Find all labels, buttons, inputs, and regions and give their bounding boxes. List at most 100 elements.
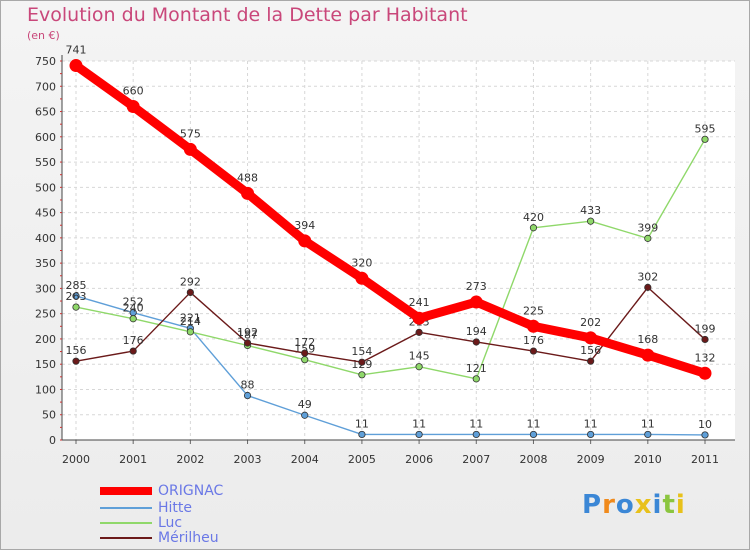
data-point-orignac — [241, 186, 255, 200]
series-line-m-rilheu — [75, 286, 706, 363]
data-label-m-rilheu: 199 — [695, 322, 716, 335]
data-point-luc — [644, 234, 652, 242]
data-label-m-rilheu: 192 — [237, 326, 258, 339]
data-label-m-rilheu: 194 — [466, 325, 487, 338]
y-tick-label: 650 — [35, 106, 56, 119]
data-point-m-rilheu — [644, 283, 652, 291]
data-label-orignac: 660 — [123, 84, 144, 97]
data-point-orignac — [412, 311, 426, 325]
data-label-luc: 240 — [123, 302, 144, 315]
data-point-luc — [186, 328, 194, 336]
logo-letter: i — [652, 490, 663, 520]
legend-label: ORIGNAC — [158, 483, 224, 499]
data-point-orignac — [126, 99, 140, 113]
data-point-hitte — [472, 430, 480, 439]
data-point-hitte — [701, 431, 709, 439]
data-point-hitte — [644, 430, 652, 439]
data-point-m-rilheu — [587, 357, 595, 365]
legend-swatch — [100, 507, 152, 509]
data-point-orignac — [584, 331, 598, 345]
data-label-hitte: 49 — [298, 398, 312, 411]
data-point-hitte — [301, 411, 309, 419]
data-label-orignac: 394 — [294, 219, 315, 232]
y-tick-label: 150 — [35, 358, 56, 371]
x-tick-label: 2000 — [62, 453, 90, 466]
data-point-luc — [358, 371, 366, 379]
data-label-luc: 121 — [466, 362, 487, 375]
data-point-orignac — [183, 142, 197, 156]
data-label-luc: 263 — [66, 290, 87, 303]
data-point-hitte — [587, 430, 595, 439]
data-point-hitte — [243, 391, 252, 400]
data-point-m-rilheu — [529, 347, 538, 355]
x-tick-label: 2004 — [291, 453, 319, 466]
data-point-orignac — [298, 234, 312, 248]
data-point-orignac — [469, 295, 483, 309]
data-point-luc — [301, 356, 309, 364]
proxiti-logo: Proxiti — [582, 490, 686, 520]
data-label-m-rilheu: 176 — [123, 334, 144, 347]
data-label-luc: 420 — [523, 211, 544, 224]
data-point-luc — [129, 315, 137, 323]
y-tick-label: 600 — [35, 131, 56, 144]
data-label-orignac: 575 — [180, 127, 201, 140]
legend-label: Hitte — [158, 500, 193, 516]
data-label-hitte: 11 — [641, 417, 655, 430]
data-label-m-rilheu: 176 — [523, 334, 544, 347]
data-point-hitte — [358, 430, 366, 439]
x-tick-label: 2006 — [405, 453, 433, 466]
data-label-luc: 595 — [695, 122, 716, 135]
legend-swatch — [100, 522, 152, 524]
plot-area — [62, 61, 735, 440]
data-point-m-rilheu — [186, 288, 194, 297]
logo-letter: r — [602, 490, 616, 520]
data-point-orignac — [69, 59, 83, 73]
data-point-m-rilheu — [301, 349, 309, 357]
data-point-m-rilheu — [129, 347, 137, 355]
series-line-luc — [75, 138, 706, 380]
y-tick-label: 300 — [35, 282, 56, 295]
data-label-orignac: 273 — [466, 280, 487, 293]
data-label-orignac: 741 — [66, 44, 87, 57]
logo-letter: t — [662, 490, 676, 520]
data-point-hitte — [529, 430, 538, 439]
data-label-orignac: 488 — [237, 171, 258, 184]
chart-title: Evolution du Montant de la Dette par Hab… — [27, 4, 468, 26]
logo-letter: o — [615, 490, 635, 520]
data-point-hitte — [72, 292, 80, 300]
data-label-hitte: 11 — [526, 417, 540, 430]
data-label-m-rilheu: 302 — [637, 270, 658, 283]
data-label-orignac: 225 — [523, 304, 544, 317]
data-point-m-rilheu — [415, 328, 423, 336]
data-point-m-rilheu — [701, 335, 709, 344]
data-point-hitte — [415, 430, 423, 439]
data-label-hitte: 11 — [584, 417, 598, 430]
data-label-hitte: 11 — [412, 417, 426, 430]
data-label-hitte: 221 — [180, 311, 201, 324]
data-label-luc: 145 — [409, 350, 430, 363]
data-point-luc — [415, 363, 423, 371]
data-label-m-rilheu: 292 — [180, 275, 201, 288]
data-label-m-rilheu: 172 — [294, 336, 315, 349]
x-tick-label: 2007 — [462, 453, 490, 466]
data-label-hitte: 11 — [469, 417, 483, 430]
data-point-orignac — [355, 271, 369, 285]
data-point-m-rilheu — [72, 357, 80, 365]
data-label-hitte: 88 — [241, 379, 255, 392]
data-point-orignac — [698, 366, 712, 380]
y-tick-label: 100 — [35, 383, 56, 396]
legend-label: Mérilheu — [158, 530, 219, 546]
data-label-hitte: 10 — [698, 418, 712, 431]
x-tick-label: 2008 — [519, 453, 547, 466]
x-tick-label: 2005 — [348, 453, 376, 466]
data-label-m-rilheu: 154 — [351, 345, 372, 358]
data-point-luc — [587, 217, 595, 225]
y-tick-label: 50 — [42, 409, 56, 422]
legend-item: Mérilheu — [100, 530, 219, 546]
data-label-luc: 399 — [637, 221, 658, 234]
y-tick-label: 0 — [49, 434, 56, 447]
x-tick-label: 2001 — [119, 453, 147, 466]
data-point-m-rilheu — [358, 358, 366, 366]
data-point-orignac — [526, 319, 540, 333]
